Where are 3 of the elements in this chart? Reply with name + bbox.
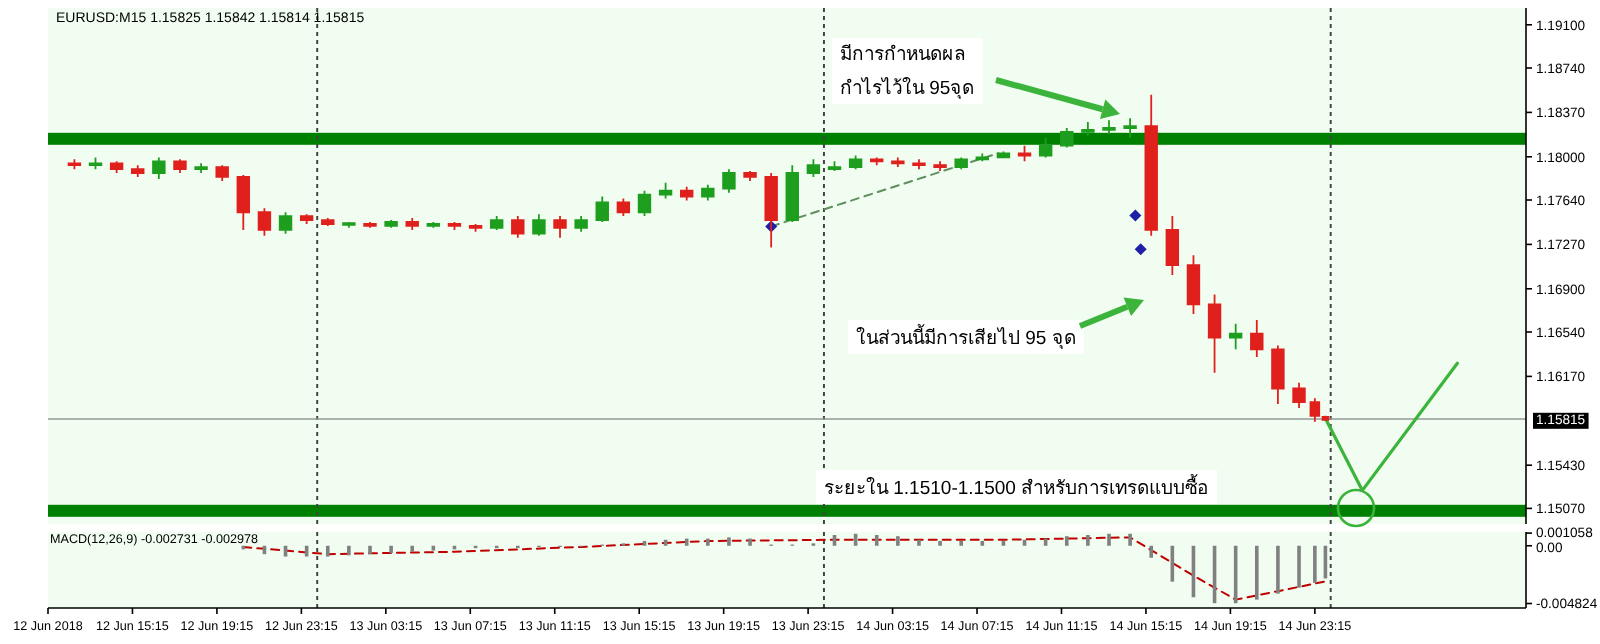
annotation: ระยะใน 1.1510-1.1500 สำหรับการเทรดแบบซื้อ bbox=[824, 474, 1210, 500]
annotation: ในส่วนนี้มีการเสียไป 95 จุด bbox=[856, 324, 1076, 350]
annotation: มีการกำหนดผล กำไรไว้ใน 95จุด bbox=[840, 42, 975, 100]
